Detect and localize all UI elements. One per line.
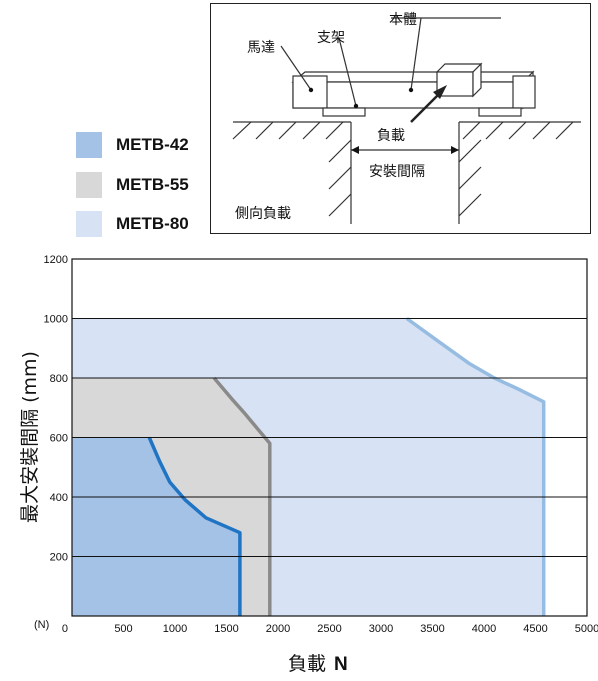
body-label: 本體 [389, 12, 417, 28]
chart-gridlines [72, 317, 587, 558]
x-tick-label: 4000 [472, 623, 496, 635]
x-unit-tick: (N) [34, 619, 49, 631]
y-tick-label: 1000 [44, 314, 68, 326]
x-tick-label: 1500 [214, 623, 238, 635]
legend-swatch [76, 132, 102, 158]
x-axis-label: 負載 [288, 653, 326, 675]
x-tick-label: 4500 [523, 623, 547, 635]
y-tick-label: 400 [50, 492, 68, 504]
x-tick-label: 3500 [420, 623, 444, 635]
y-tick-label: 1200 [44, 254, 68, 266]
chart-areas [72, 318, 544, 616]
diagram-caption: 側向負載 [235, 206, 291, 222]
spacing-label: 安裝間隔 [369, 164, 425, 180]
y-axis-label: 最大安裝間隔 (mm) [19, 351, 41, 523]
side-load-diagram: 馬達 支架 本體 負載 安裝間隔 側向負載 [210, 3, 591, 234]
curve-metb-55 [212, 376, 272, 616]
legend-label: METB-42 [116, 135, 189, 154]
x-tick-label: 2000 [266, 623, 290, 635]
x-tick-label: 0 [62, 623, 68, 635]
x-axis-unit: N [334, 654, 348, 675]
legend-swatch [76, 172, 102, 198]
y-tick-label: 800 [50, 373, 68, 385]
area-metb-42 [72, 437, 240, 616]
plot-frame [71, 258, 588, 617]
y-tick-label: 600 [50, 433, 68, 445]
side-load-illustration: 馬達 支架 本體 負載 安裝間隔 側向負載 [232, 12, 581, 224]
curve-metb-42 [147, 436, 242, 616]
legend-item: METB-80 [76, 211, 189, 237]
y-tick-labels: 200 400 600 800 1000 1200 [44, 254, 68, 564]
legend-label: METB-80 [116, 214, 189, 233]
legend-label: METB-55 [116, 175, 189, 194]
x-tick-label: 500 [114, 623, 132, 635]
bracket-label: 支架 [317, 30, 345, 46]
x-tick-label: 5000 [575, 623, 598, 635]
x-tick-label: 3000 [369, 623, 393, 635]
y-tick-label: 200 [50, 552, 68, 564]
x-tick-labels: 0 500 1000 1500 2000 2500 3000 3500 4000 4500 5000 [62, 623, 598, 635]
legend-item: METB-55 [76, 172, 189, 198]
legend-swatch [76, 211, 102, 237]
load-label: 負載 [377, 128, 405, 144]
legend-item: METB-42 [76, 132, 189, 158]
x-tick-label: 1000 [163, 623, 187, 635]
motor-label: 馬達 [247, 40, 275, 56]
x-tick-label: 2500 [317, 623, 341, 635]
